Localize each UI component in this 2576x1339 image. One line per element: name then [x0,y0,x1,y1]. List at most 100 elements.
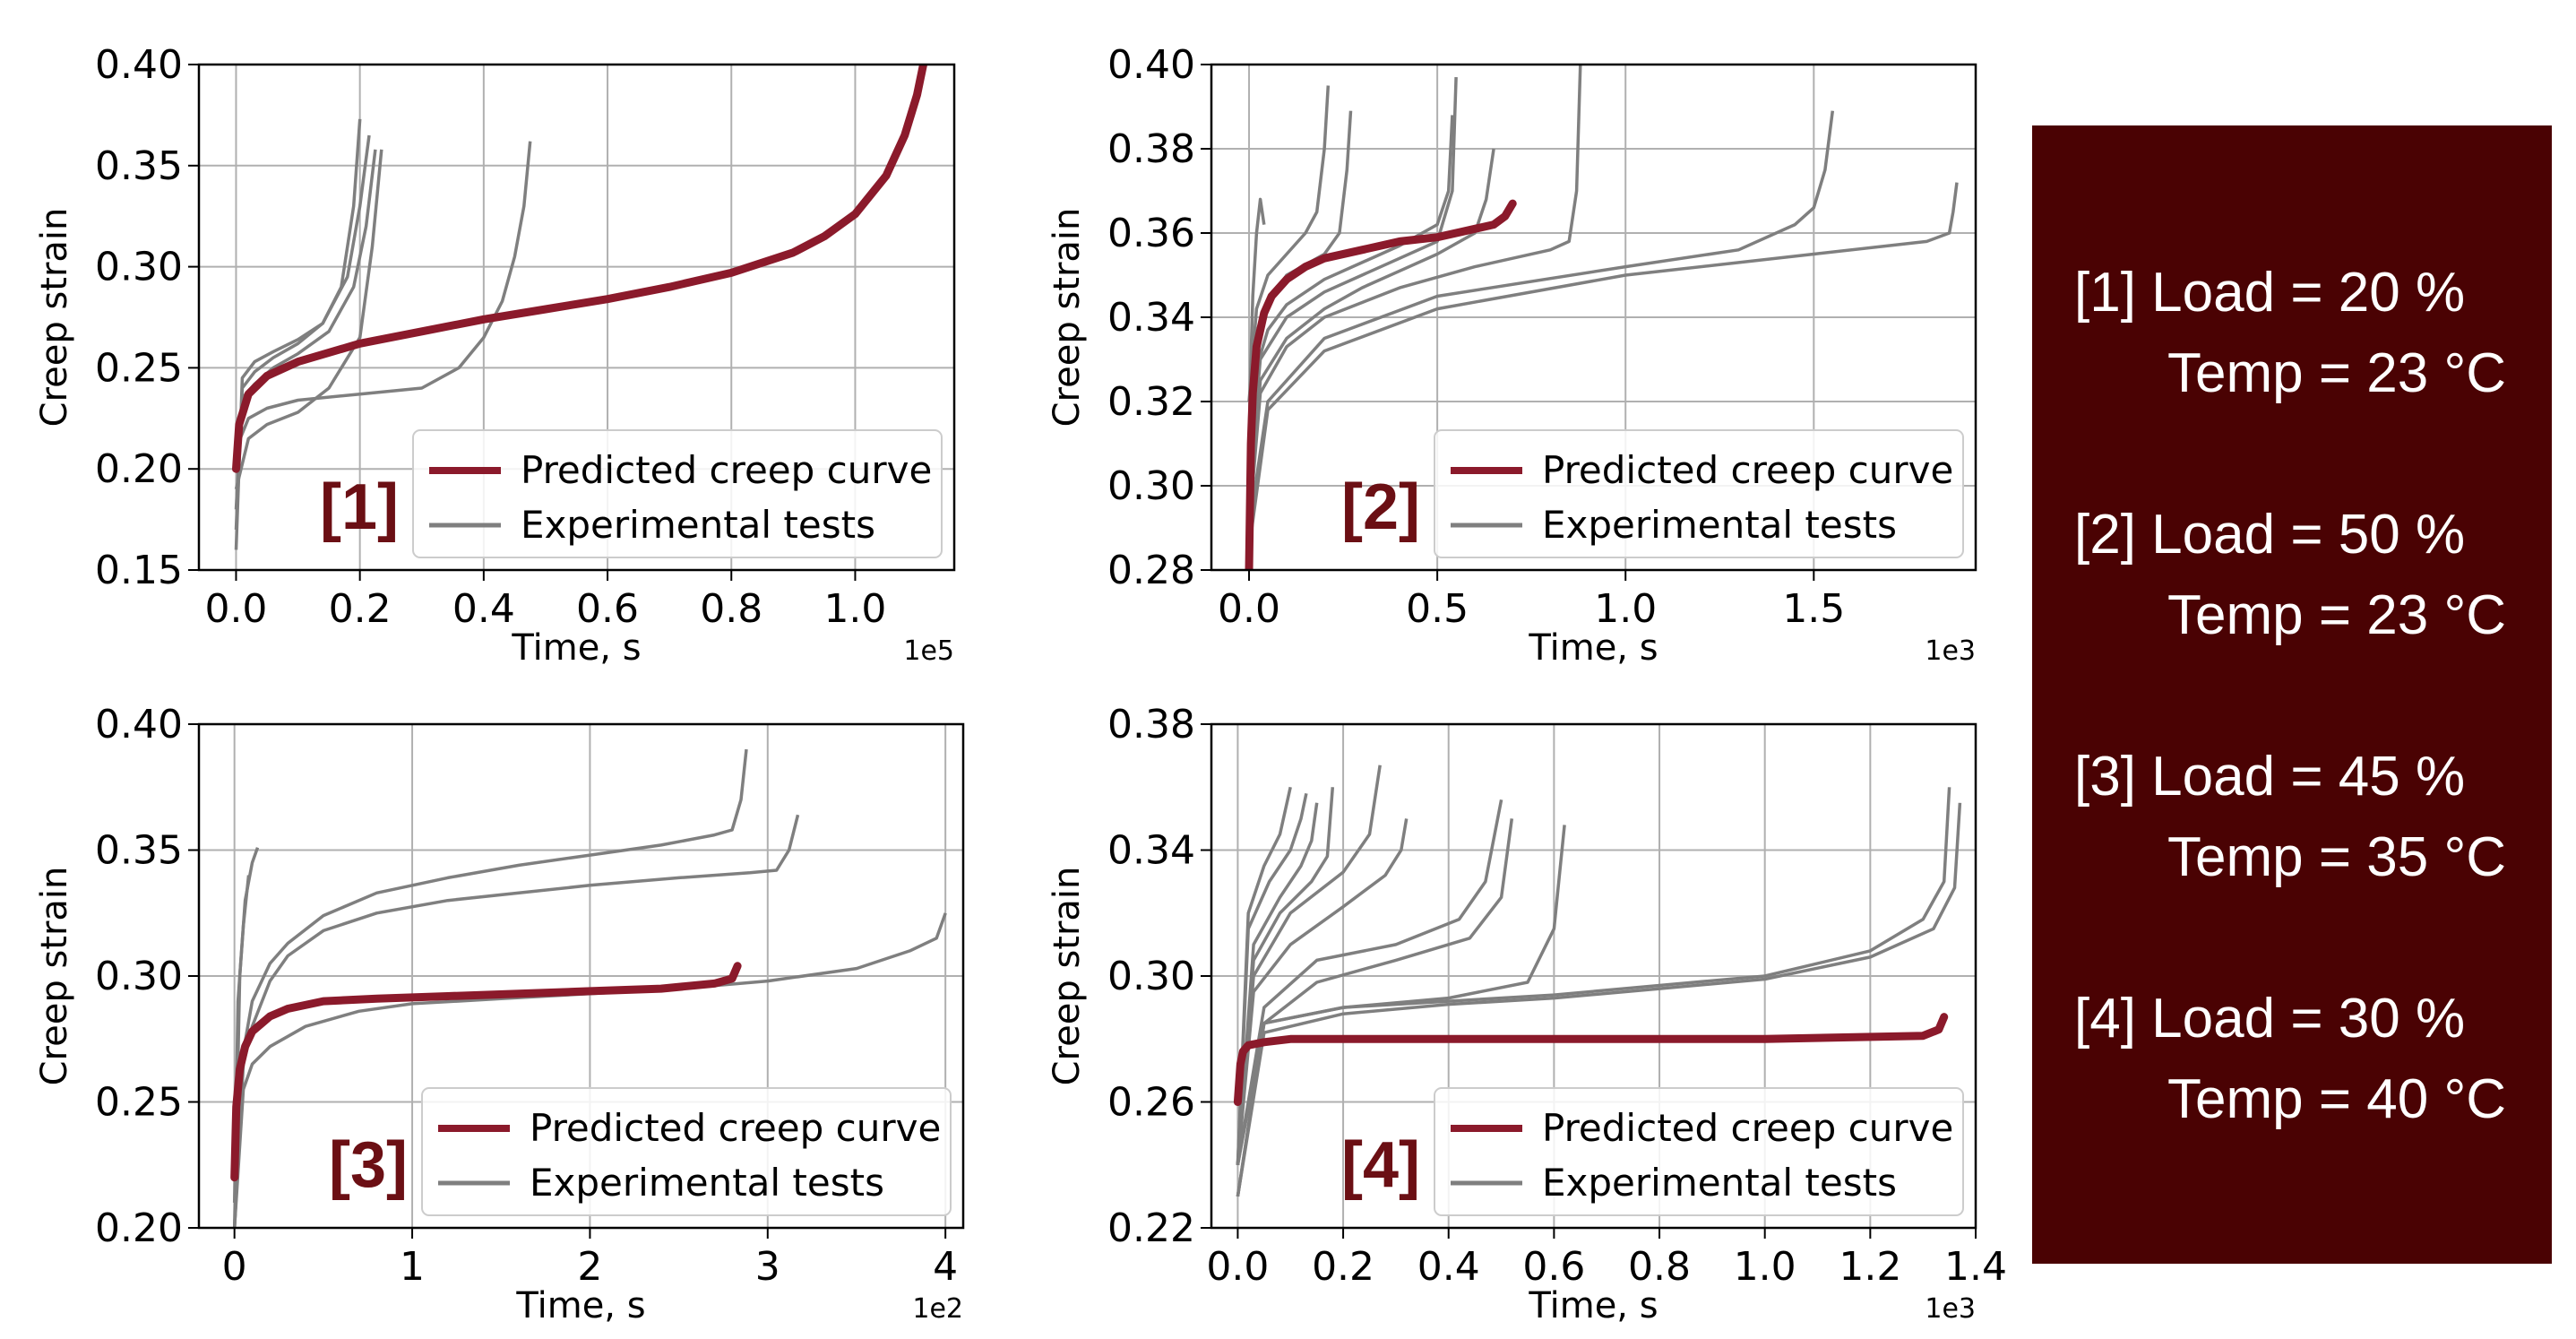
x-tick-label: 0.5 [1406,586,1469,632]
x-tick-label: 1.0 [823,586,886,632]
y-tick-label: 0.25 [95,345,183,391]
experimental-series-line [234,134,371,530]
y-axis-label: Creep strain [34,867,75,1086]
x-scale-label: 1e2 [912,1293,963,1325]
y-axis-label: Creep strain [34,208,75,428]
y-tick-label: 0.40 [1107,42,1195,88]
panel-label: [3] [329,1129,408,1201]
legend-predicted-label: Predicted creep curve [530,1106,941,1150]
predicted-series-line [232,65,927,473]
y-tick-label: 0.40 [95,702,183,747]
y-tick-label: 0.30 [95,245,183,290]
condition-2-load: [2] Load = 50 % [2074,504,2466,566]
condition-3-temp: Temp = 35 °C [2167,826,2507,888]
legend-predicted-label: Predicted creep curve [1542,1106,1953,1150]
y-tick-label: 0.15 [95,548,183,593]
x-tick-label: 4 [933,1244,958,1290]
x-tick-label: 1.5 [1782,586,1845,632]
x-axis-label: Time, s [1528,1285,1658,1326]
experimental-series-line [232,748,748,1228]
x-tick-label: 2 [577,1244,602,1290]
legend-experimental-label: Experimental tests [1542,1161,1897,1205]
condition-2: [2] Load = 50 % Temp = 23 °C [2074,495,2506,656]
x-tick-label: 1.4 [1944,1244,2007,1290]
experimental-series-line [1236,765,1382,1165]
experimental-series-line [232,814,800,1228]
legend-experimental-label: Experimental tests [1542,503,1897,547]
y-tick-label: 0.28 [1107,548,1195,593]
series-group [232,65,927,550]
conditions-panel [2032,125,2552,1264]
condition-3-load: [3] Load = 45 % [2074,746,2466,808]
experimental-series-line [232,912,947,1228]
legend-box [1434,429,1964,558]
predicted-series-line [1233,1013,1949,1106]
series-group [230,748,947,1228]
experimental-series-line [1236,799,1503,1166]
x-tick-label: 0.8 [700,586,762,632]
predicted-series-line [230,962,742,1182]
creep-charts: 0.0 0.2 0.4 0.6 0.8 1.00.150.200.250.300.350.… [34,42,2007,1326]
experimental-series-line [1247,148,1495,529]
y-tick-label: 0.40 [95,42,183,88]
series-group [1233,765,1962,1197]
plot-frame [197,722,965,1230]
plot-frame [197,63,956,572]
y-tick-label: 0.20 [95,446,183,492]
x-tick-label: 1.0 [1594,586,1657,632]
x-scale-label: 1e5 [903,635,954,667]
x-tick-label: 0.0 [1206,1244,1269,1290]
x-tick-label: 0.2 [329,586,392,632]
y-tick-label: 0.38 [1107,702,1195,747]
x-tick-label: 0.6 [576,586,639,632]
predicted-series-line [1245,199,1517,570]
experimental-series-line [1236,787,1951,1197]
condition-4-load: [4] Load = 30 % [2074,988,2466,1050]
series-group [1245,65,1959,570]
x-tick-label: 0.4 [1417,1244,1480,1290]
x-axis-label: Time, s [1528,627,1658,669]
y-tick-label: 0.36 [1107,211,1195,256]
y-tick-label: 0.20 [95,1205,183,1251]
x-axis-label: Time, s [515,1285,645,1326]
y-tick-label: 0.35 [95,143,183,189]
x-axis-label: Time, s [511,627,641,669]
y-tick-label: 0.26 [1107,1080,1195,1126]
y-axis-label: Creep strain [1047,867,1088,1086]
x-tick-label: 0.6 [1522,1244,1585,1290]
legend-box [421,1087,952,1216]
experimental-series-line [1236,818,1409,1165]
legend-predicted-label: Predicted creep curve [521,448,932,492]
experimental-series-line [1247,77,1458,487]
experimental-series-line [1247,65,1582,529]
condition-2-temp: Temp = 23 °C [2167,584,2507,646]
x-tick-label: 1.0 [1734,1244,1796,1290]
condition-1-load: [1] Load = 20 % [2074,262,2466,324]
x-tick-label: 0.0 [204,586,267,632]
condition-4-temp: Temp = 40 °C [2167,1068,2507,1130]
experimental-series-line [1236,802,1962,1197]
y-tick-label: 0.38 [1107,126,1195,172]
y-tick-label: 0.30 [1107,463,1195,509]
y-tick-label: 0.32 [1107,379,1195,425]
experimental-series-line [1247,182,1959,549]
y-tick-label: 0.34 [1107,295,1195,341]
x-tick-label: 0.4 [452,586,515,632]
legend-experimental-label: Experimental tests [530,1161,884,1205]
x-tick-label: 0.2 [1312,1244,1374,1290]
x-scale-label: 1e3 [1925,1293,1976,1325]
y-axis-label: Creep strain [1047,208,1088,428]
experimental-series-line [1247,110,1835,529]
legend-predicted-label: Predicted creep curve [1542,448,1953,492]
x-tick-label: 0 [222,1244,247,1290]
y-tick-label: 0.30 [95,954,183,999]
x-tick-label: 1.2 [1839,1244,1901,1290]
legend-box [412,429,943,558]
panel-label: [1] [320,471,399,543]
panel-label: [4] [1341,1129,1420,1201]
plot-frame [1210,722,1977,1230]
plot-frame [1210,63,1977,572]
condition-1-temp: Temp = 23 °C [2167,342,2507,404]
condition-4: [4] Load = 30 % Temp = 40 °C [2074,979,2506,1140]
chart-panel-1: 0.0 0.2 0.4 0.6 0.8 1.0 0.15 0.20 0.25 0.30 0.35 0.… [34,42,956,669]
